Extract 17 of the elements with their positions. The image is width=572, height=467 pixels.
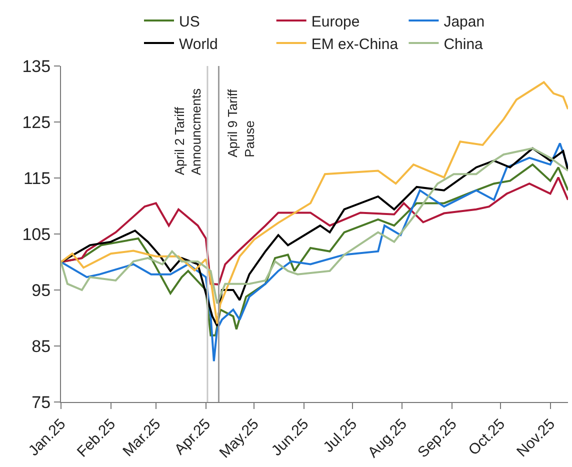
y-tick-label: 105	[22, 224, 51, 244]
legend-label: EM ex-China	[311, 36, 399, 53]
line-series	[61, 176, 568, 286]
legend-label: China	[444, 36, 484, 53]
legend-label: World	[179, 36, 218, 53]
legend-label: Japan	[444, 13, 485, 30]
y-tick-label: 115	[23, 168, 51, 188]
y-tick-label: 75	[32, 392, 51, 412]
y-tick-label: 95	[32, 280, 51, 300]
ref-line-label: April 2 Tariff Announcments	[172, 88, 204, 176]
y-tick-label: 135	[22, 56, 51, 76]
y-tick-label: 85	[32, 336, 51, 356]
line-series	[61, 81, 568, 325]
y-tick-label: 125	[22, 112, 51, 132]
ref-line-label: April 9 Tariff Pause	[225, 88, 257, 158]
legend-label: US	[179, 13, 200, 30]
legend-label: Europe	[311, 13, 360, 30]
